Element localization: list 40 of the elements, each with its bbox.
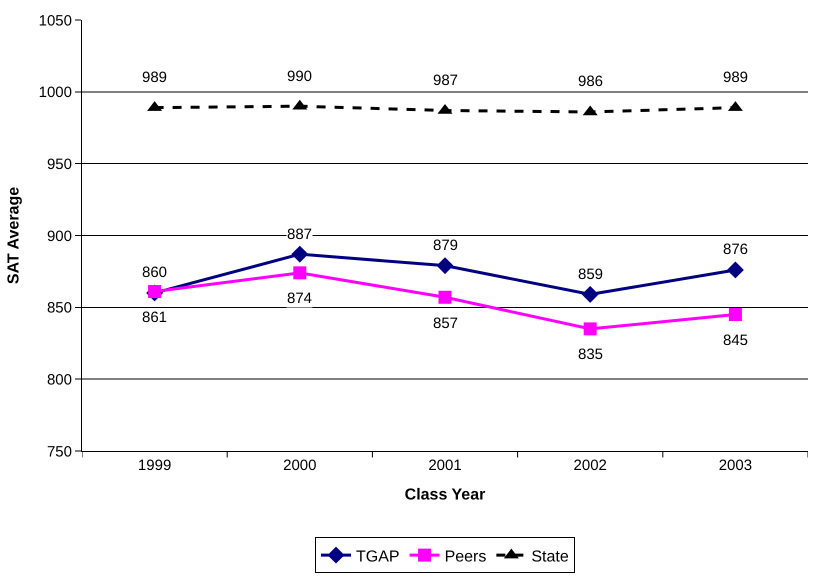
data-label: 887 bbox=[287, 226, 312, 243]
x-tick-label: 2003 bbox=[718, 457, 752, 474]
point bbox=[728, 308, 742, 322]
legend-label: TGAP bbox=[356, 548, 400, 566]
y-axis-title: SAT Average bbox=[6, 186, 23, 284]
point bbox=[582, 286, 599, 303]
legend-label: State bbox=[531, 548, 569, 566]
point bbox=[291, 246, 308, 263]
point bbox=[726, 262, 744, 278]
data-label: 860 bbox=[142, 264, 168, 281]
point bbox=[293, 266, 306, 280]
data-label: 879 bbox=[433, 237, 458, 254]
data-label: 874 bbox=[287, 290, 312, 307]
point bbox=[436, 257, 454, 274]
data-label: 876 bbox=[723, 241, 748, 258]
data-label: 857 bbox=[433, 315, 458, 332]
data-label: 845 bbox=[723, 332, 748, 349]
data-label: 989 bbox=[142, 69, 168, 86]
point bbox=[584, 322, 597, 336]
y-tick-label: 750 bbox=[46, 443, 72, 460]
data-label: 987 bbox=[433, 72, 458, 89]
data-label: 859 bbox=[578, 266, 604, 283]
y-tick-label: 1050 bbox=[38, 12, 72, 30]
y-tick-label: 950 bbox=[46, 156, 72, 173]
y-tick-label: 1000 bbox=[38, 84, 72, 102]
y-tick-label: 900 bbox=[46, 228, 72, 245]
legend-label: Peers bbox=[444, 548, 486, 566]
data-label: 990 bbox=[287, 68, 312, 85]
point bbox=[438, 290, 452, 304]
y-tick-label: 800 bbox=[46, 371, 72, 388]
data-label: 861 bbox=[142, 309, 168, 326]
x-tick-label: 2001 bbox=[428, 457, 462, 474]
x-tick-label: 2000 bbox=[283, 457, 316, 474]
data-label: 835 bbox=[578, 346, 604, 363]
y-tick-label: 850 bbox=[46, 300, 72, 317]
x-tick-label: 2002 bbox=[574, 457, 607, 474]
data-label: 986 bbox=[578, 73, 604, 90]
data-label: 989 bbox=[723, 69, 748, 86]
x-tick-label: 1999 bbox=[138, 457, 172, 474]
x-axis-title: Class Year bbox=[404, 486, 486, 504]
